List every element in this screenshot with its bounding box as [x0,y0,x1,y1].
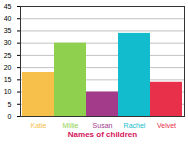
svg-text:10: 10 [4,88,12,95]
svg-text:Millie: Millie [63,122,79,129]
svg-text:Susan: Susan [93,122,113,129]
svg-text:Rachel: Rachel [124,122,146,129]
svg-text:Velvet: Velvet [157,122,176,129]
svg-text:30: 30 [4,39,12,46]
svg-text:Katie: Katie [31,122,47,129]
svg-text:15: 15 [4,76,12,83]
svg-text:25: 25 [4,52,12,59]
svg-text:40: 40 [4,15,12,22]
svg-text:20: 20 [4,64,12,71]
svg-text:35: 35 [4,27,12,34]
svg-text:0: 0 [8,113,12,120]
svg-text:Names of children: Names of children [68,130,137,139]
svg-text:5: 5 [8,101,12,108]
svg-text:45: 45 [4,3,12,10]
